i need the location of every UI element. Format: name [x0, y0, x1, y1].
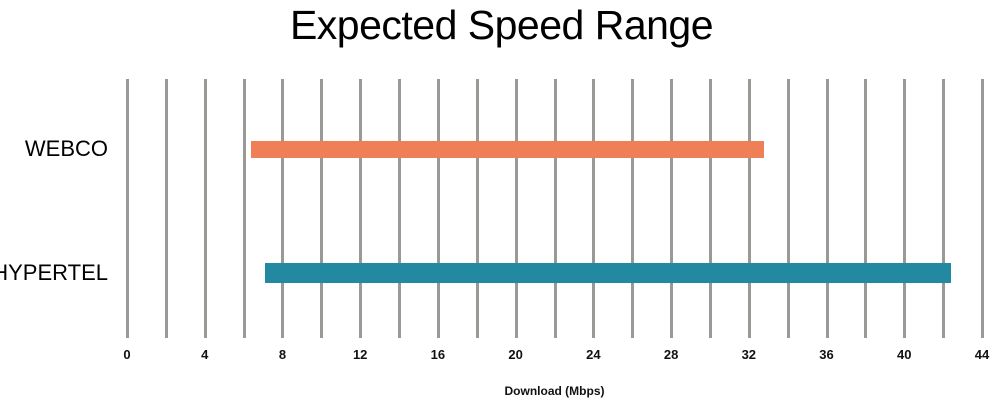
- gridline: [320, 79, 324, 338]
- gridline: [553, 79, 557, 338]
- x-tick-label: 12: [352, 347, 368, 362]
- x-tick-label: 20: [508, 347, 523, 362]
- x-tick-label: 8: [278, 347, 287, 362]
- gridline: [631, 79, 635, 338]
- gridline: [514, 79, 518, 338]
- x-tick-label: 16: [430, 347, 446, 362]
- x-tick-label: 28: [663, 347, 679, 362]
- gridline: [203, 79, 207, 338]
- x-tick-label: 24: [586, 347, 601, 362]
- gridline: [475, 79, 479, 338]
- x-tick-label: 0: [123, 347, 131, 362]
- gridline: [592, 79, 596, 338]
- x-axis-title: Download (Mbps): [504, 384, 605, 398]
- category-label-hypertel: HYPERTEL: [0, 260, 108, 285]
- gridline: [708, 79, 712, 338]
- x-tick-label: 4: [201, 347, 209, 362]
- category-label-webco: WEBCO: [24, 136, 108, 161]
- x-tick-label: 32: [741, 347, 757, 362]
- gridline: [670, 79, 674, 338]
- plot-area: [126, 79, 984, 338]
- gridline: [825, 79, 829, 338]
- gridline: [126, 79, 129, 338]
- chart-title: Expected Speed Range: [289, 2, 714, 48]
- gridline: [242, 79, 246, 338]
- gridline: [359, 79, 363, 338]
- gridline: [981, 79, 984, 338]
- bar-hypertel[interactable]: [264, 263, 951, 283]
- gridline: [942, 79, 946, 338]
- gridline: [903, 79, 907, 338]
- x-tick-label: 40: [897, 347, 912, 362]
- bar-webco[interactable]: [251, 140, 765, 158]
- gridline: [398, 79, 402, 338]
- gridline: [436, 79, 440, 338]
- x-tick-label: 36: [819, 347, 834, 362]
- gridline: [786, 79, 790, 338]
- gridline: [281, 79, 285, 338]
- gridline: [864, 79, 868, 338]
- x-tick-label: 44: [974, 347, 990, 362]
- gridline: [164, 79, 168, 338]
- gridline: [747, 79, 751, 338]
